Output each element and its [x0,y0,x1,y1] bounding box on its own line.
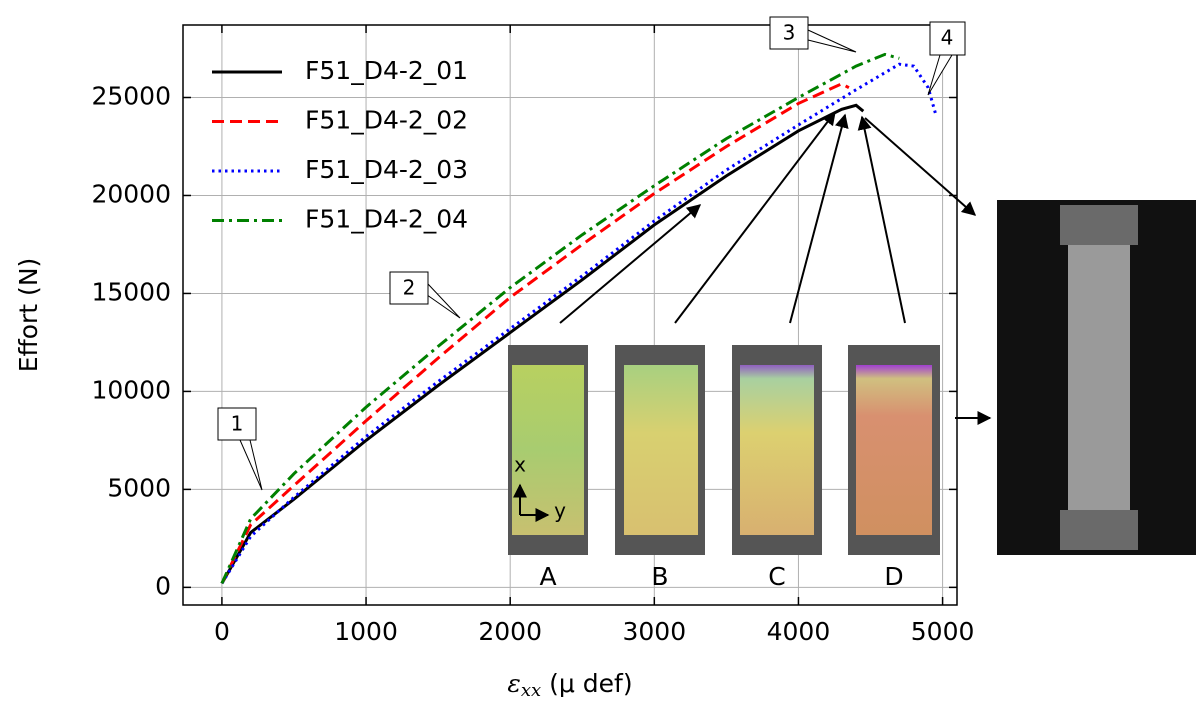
inset-label: A [539,562,556,591]
x-tick-label: 3000 [623,617,687,646]
annotations: 1 2 3 4 [217,16,966,491]
axes-frame [182,24,958,606]
series-line [220,62,937,585]
inset-axis-x: x [514,453,526,477]
inset-axis-y: y [554,499,566,523]
y-tick-label: 25000 [91,82,171,111]
x-tick-label: 0 [214,617,230,646]
plot-area [183,25,957,605]
legend-label: F51_D4-2_01 [305,56,468,85]
x-label-unit: (μ def) [549,669,632,698]
x-tick-label: 2000 [478,617,542,646]
annotation: 1 [231,412,244,436]
y-tick-label: 10000 [91,375,171,404]
series-line [220,52,900,585]
arrows [559,110,992,425]
series-line [220,82,850,585]
legend-label: F51_D4-2_03 [305,155,468,184]
legend-label: F51_D4-2_04 [305,205,468,234]
y-axis-label: Effort (N) [14,258,43,373]
annotation: 2 [403,276,416,300]
x-tick-label: 1000 [334,617,398,646]
x-axis-label: εxx (μ def) [507,669,632,702]
insets: x y A B C D [508,200,1196,591]
inset-label: D [884,562,903,591]
legend: F51_D4-2_01 F51_D4-2_02 F51_D4-2_03 F51_D4-… [212,56,468,234]
inset-label: B [651,562,668,591]
legend-label: F51_D4-2_02 [305,106,468,135]
x-tick-label: 5000 [911,617,975,646]
annotation: 4 [941,26,954,50]
x-tick-label: 4000 [767,617,831,646]
annotation: 3 [783,21,796,45]
y-tick-label: 20000 [91,179,171,208]
y-tick-label: 5000 [107,473,171,502]
inset-label: C [768,562,785,591]
x-label-subscript: xx [521,680,541,701]
y-tick-label: 0 [155,571,171,600]
x-label-symbol: ε [507,669,520,698]
y-tick-label: 15000 [91,277,171,306]
